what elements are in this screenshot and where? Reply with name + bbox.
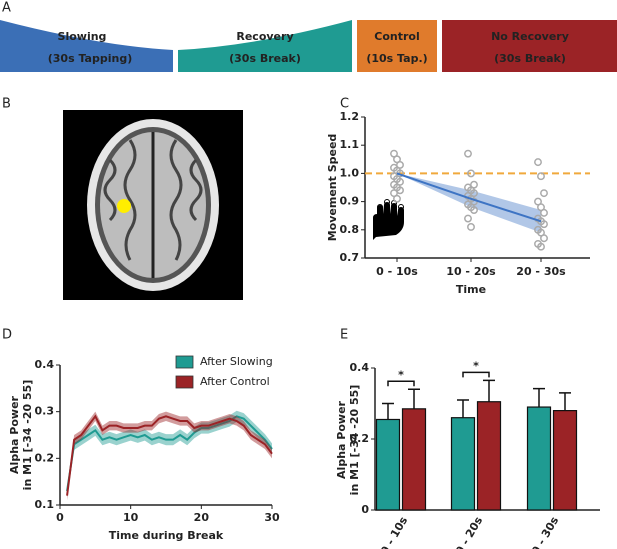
bar (450, 417, 476, 511)
y-tick-label: 0.1 (35, 498, 55, 511)
legend-label: After Control (200, 375, 270, 388)
panel-label: D (2, 328, 12, 343)
data-point (467, 223, 475, 231)
bar (476, 401, 502, 511)
x-tick-label: 20 - 30s (525, 514, 561, 549)
x-tick-label: 20 - 30s (516, 265, 566, 278)
error-bar (533, 387, 545, 408)
error-bar (408, 388, 420, 409)
panel-label: B (2, 97, 11, 112)
data-point (393, 194, 401, 203)
error-bar (559, 392, 571, 411)
series-line (66, 415, 273, 492)
error-bar (457, 399, 469, 418)
data-point (540, 234, 548, 243)
brain-sulci (103, 139, 203, 261)
bar (526, 406, 552, 511)
bar (375, 418, 401, 511)
block-title: Recovery (236, 30, 293, 43)
x-tick-label: 0 (56, 511, 64, 524)
data-point (467, 169, 475, 178)
y-tick-label: 0.7 (340, 251, 360, 264)
panel-label: A (2, 1, 11, 16)
y-tick-label: 1.1 (340, 138, 360, 151)
significance-bracket (387, 380, 415, 387)
x-tick-label: 10 - 20s (449, 514, 485, 549)
block-title: Slowing (58, 30, 107, 43)
significance-label: * (473, 359, 479, 372)
block-title: Control (374, 30, 419, 43)
x-tick-label: 20 (194, 511, 210, 524)
y-axis-label: Movement Speed (326, 134, 339, 242)
y-axis-label: in M1 [-34 -20 55] (348, 385, 361, 496)
timeline-block (178, 20, 352, 72)
panel-label: C (340, 97, 349, 112)
series-line (66, 414, 273, 496)
data-point (537, 242, 545, 251)
block-title: No Recovery (491, 30, 569, 43)
bar (552, 410, 578, 511)
data-point (540, 189, 548, 198)
significance-label: * (398, 368, 404, 381)
data-point (534, 158, 542, 167)
block-subtitle: (30s Break) (229, 52, 301, 65)
y-tick-label: 1.2 (340, 110, 360, 123)
x-tick-label: 10 - 20s (446, 265, 496, 278)
y-tick-label: 1.0 (340, 166, 360, 179)
y-tick-label: 0.4 (35, 358, 55, 371)
data-point (537, 172, 545, 181)
y-tick-label: 0.9 (340, 195, 360, 208)
hand-icon (373, 199, 404, 240)
ci-band (397, 173, 541, 233)
block-subtitle: (30s Tapping) (48, 52, 132, 65)
y-tick-label: 0.2 (350, 432, 370, 445)
x-tick-label: 0 - 10s (376, 265, 418, 278)
y-axis-label: Alpha Power (335, 400, 348, 478)
block-subtitle: (10s Tap.) (366, 52, 427, 65)
data-point (464, 149, 472, 158)
significance-bracket (462, 371, 490, 378)
x-tick-label: 0 - 10s (378, 514, 410, 549)
error-bar (483, 379, 495, 402)
x-tick-label: 30 (264, 511, 280, 524)
m1-location (117, 199, 131, 213)
y-tick-label: 0.3 (35, 405, 55, 418)
y-tick-label: 0.8 (340, 223, 360, 236)
y-tick-label: 0.4 (350, 361, 370, 374)
mean-line (396, 172, 542, 223)
data-point (540, 208, 548, 217)
timeline-block (357, 20, 437, 72)
data-point (396, 186, 404, 195)
bar (401, 408, 427, 511)
y-tick-label: 0 (361, 503, 369, 516)
block-subtitle: (30s Break) (494, 52, 566, 65)
y-axis-label: in M1 [-34 -20 55] (21, 380, 34, 491)
y-axis-label: Alpha Power (8, 395, 21, 473)
x-tick-label: 10 (123, 511, 139, 524)
error-bar (382, 402, 394, 420)
timeline-block (442, 20, 617, 72)
y-tick-label: 0.2 (35, 451, 55, 464)
data-point (540, 220, 548, 229)
panel-label: E (340, 328, 348, 343)
x-axis-label: Time (456, 283, 486, 296)
x-axis-label: Time during Break (109, 529, 224, 542)
data-point (470, 206, 478, 215)
legend-swatch (175, 355, 194, 369)
timeline-block (0, 20, 173, 72)
data-point (464, 214, 472, 223)
legend-swatch (175, 375, 194, 389)
legend-label: After Slowing (200, 355, 273, 368)
